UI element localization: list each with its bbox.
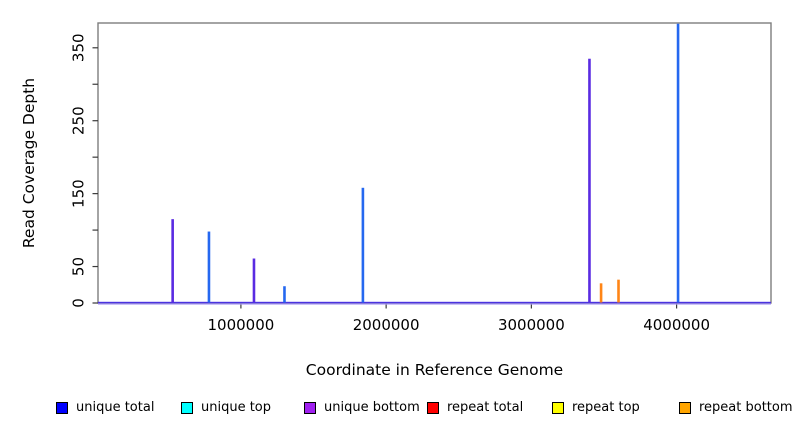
coverage-spike-unique-total (676, 23, 680, 303)
coverage-baseline (98, 301, 771, 304)
x-tick-label: 3000000 (498, 316, 565, 334)
x-tick-label: 2000000 (353, 316, 420, 334)
y-tick-label: 250 (69, 106, 87, 135)
coverage-baseline-light (98, 303, 771, 305)
coverage-spike-repeat-bottom (617, 279, 620, 303)
y-tick-label: 0 (69, 298, 87, 308)
plot-border (97, 22, 772, 304)
y-tick-label: 150 (69, 179, 87, 208)
x-tick-label: 4000000 (643, 316, 710, 334)
y-tick-label: 350 (69, 33, 87, 62)
x-tick-label: 1000000 (208, 316, 275, 334)
coverage-spike-unique-bottom (588, 58, 591, 303)
coverage-spike-repeat-bottom (599, 283, 603, 303)
coverage-spike-unique-bottom (252, 258, 256, 303)
coverage-spike-unique-total (283, 286, 286, 303)
x-axis-title: Coordinate in Reference Genome (305, 361, 564, 379)
coverage-spike-unique-total (361, 187, 365, 303)
coverage-spike-unique-bottom (171, 219, 174, 303)
y-axis-title: Read Coverage Depth (20, 77, 38, 249)
y-tick-label: 50 (69, 257, 87, 276)
coverage-spike-unique-total (207, 231, 211, 303)
